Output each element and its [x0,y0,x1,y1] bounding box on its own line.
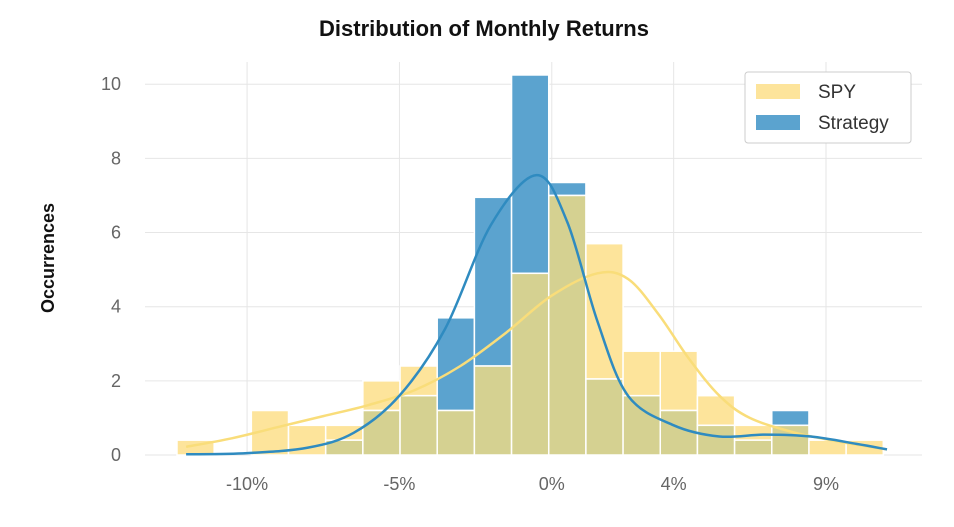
y-tick-label: 6 [111,223,121,243]
overlap-bar [399,394,438,456]
legend: SPY Strategy [744,71,912,144]
y-tick-label: 10 [101,74,121,94]
overlap-bar [771,424,810,456]
overlap-bar [585,378,624,456]
legend-label-spy: SPY [818,82,856,103]
axis-ticks: 0 2 4 6 8 10 -10% -5% 0% 4% 9% [101,74,839,494]
spy-bar [659,350,699,412]
strategy-bar [510,74,550,275]
y-axis-label: Occurrences [38,203,58,313]
kde-curves [185,173,888,456]
strategy-kde-curve [186,173,888,456]
overlap-bar [622,394,662,456]
spy-kde-curve [185,270,888,451]
overlap-bar [733,439,773,456]
overlap-bar [473,365,513,456]
legend-swatch-spy [756,84,800,99]
x-tick-label: -5% [383,474,415,494]
x-tick-label: -10% [226,474,268,494]
legend-swatch-strategy [756,115,800,130]
y-tick-label: 0 [111,445,121,465]
chart-title: Distribution of Monthly Returns [319,16,649,41]
x-tick-label: 9% [813,474,839,494]
spy-bar [622,350,662,397]
legend-label-strategy: Strategy [818,113,889,134]
x-tick-label: 0% [539,474,565,494]
y-tick-label: 4 [111,297,121,317]
x-tick-label: 4% [661,474,687,494]
overlap-bar [362,409,401,456]
overlap-bar [696,424,736,456]
histogram-bars [176,74,885,456]
spy-bar [585,242,624,380]
overlap-bar [547,194,587,456]
strategy-bar [771,409,810,427]
spy-bar [733,424,773,441]
overlap-bar [436,409,476,456]
y-tick-label: 8 [111,148,121,168]
y-tick-label: 2 [111,371,121,391]
spy-bar [696,394,736,427]
